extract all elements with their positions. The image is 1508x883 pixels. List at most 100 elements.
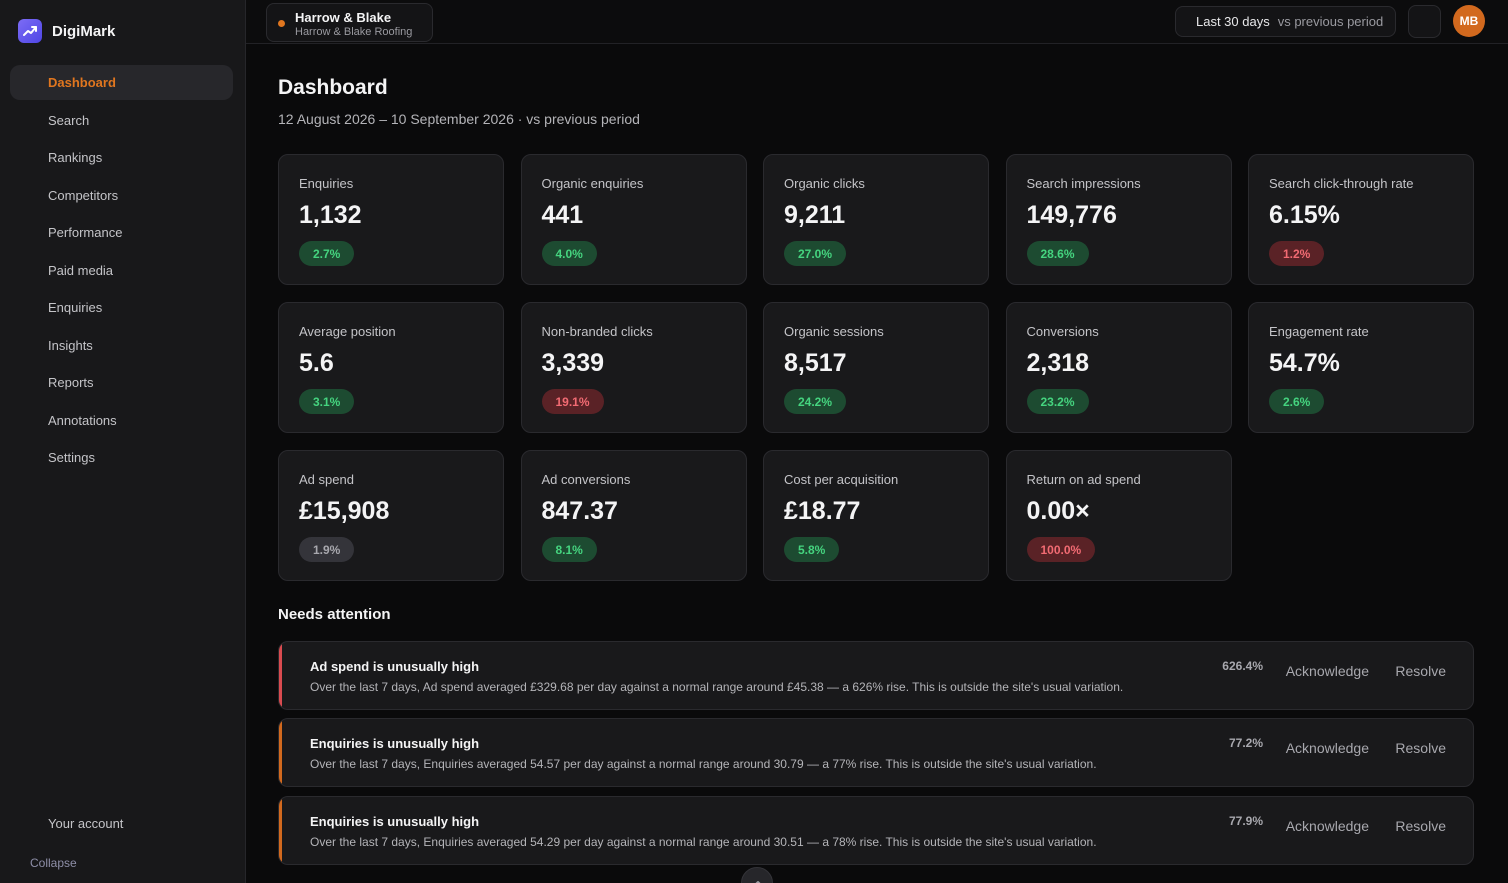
alert-item: Enquiries is unusually high Over the last… — [278, 718, 1474, 787]
kpi-value: 54.7% — [1269, 349, 1340, 377]
change-badge: 3.1% — [299, 389, 355, 414]
kpi-card[interactable]: Organic clicks 9,211 27.0% — [763, 154, 989, 285]
acknowledge-button[interactable]: Acknowledge — [1285, 818, 1369, 834]
sidebar-item-performance[interactable]: Performance — [48, 225, 123, 240]
notifications-button[interactable] — [1408, 5, 1441, 38]
client-name: Harrow & Blake — [295, 10, 392, 25]
comparison-label: vs previous period — [1277, 14, 1384, 29]
sidebar-item-insights[interactable]: Insights — [48, 337, 93, 353]
kpi-card[interactable]: Non-branded clicks 3,339 19.1% — [520, 302, 747, 433]
change-badge: 2.6% — [1269, 389, 1325, 414]
kpi-card[interactable]: Engagement rate 54.7% 2.6% — [1248, 302, 1474, 433]
brand-name: DigiMark — [52, 22, 116, 40]
kpi-value: 1,132 — [299, 201, 362, 229]
kpi-card[interactable]: Organic enquiries 441 4.0% — [520, 154, 747, 285]
brand[interactable]: DigiMark — [18, 19, 115, 43]
alert-description: Over the last 7 days, Enquiries averaged… — [310, 835, 1097, 849]
kpi-value: 441 — [541, 201, 584, 229]
kpi-label: Ad conversions — [541, 472, 631, 487]
change-badge: 24.2% — [784, 389, 847, 414]
kpi-card[interactable]: Conversions 2,318 23.2% — [1005, 302, 1232, 433]
date-range-selector[interactable]: Last 30 days vs previous period — [1175, 6, 1396, 37]
change-badge: 23.2% — [1026, 389, 1089, 414]
change-badge: 27.0% — [784, 241, 847, 266]
sidebar-item-annotations[interactable]: Annotations — [48, 412, 117, 428]
kpi-label: Search click-through rate — [1269, 176, 1414, 191]
change-badge: 28.6% — [1026, 241, 1089, 266]
kpi-label: Average position — [299, 324, 396, 339]
change-badge: 19.1% — [541, 389, 604, 414]
alert-percentage: 77.9% — [1228, 814, 1263, 828]
change-badge: 8.1% — [541, 537, 597, 562]
kpi-label: Organic enquiries — [541, 176, 644, 191]
kpi-card[interactable]: Ad conversions 847.37 8.1% — [520, 450, 747, 581]
kpi-value: 8,517 — [784, 349, 847, 377]
kpi-value: 0.00× — [1026, 497, 1090, 525]
kpi-card[interactable]: Search click-through rate 6.15% 1.2% — [1248, 154, 1474, 285]
alert-description: Over the last 7 days, Enquiries averaged… — [310, 757, 1097, 771]
kpi-label: Enquiries — [299, 176, 354, 191]
kpi-label: Conversions — [1026, 324, 1099, 339]
date-range-label: Last 30 days — [1196, 14, 1270, 29]
kpi-value: £18.77 — [784, 497, 861, 525]
kpi-card[interactable]: Return on ad spend 0.00× 100.0% — [1005, 450, 1232, 581]
resolve-button[interactable]: Resolve — [1395, 663, 1446, 679]
kpi-value: 6.15% — [1269, 201, 1340, 229]
sidebar-item-settings[interactable]: Settings — [48, 450, 95, 465]
kpi-card[interactable]: Search impressions 149,776 28.6% — [1005, 154, 1232, 285]
sidebar: DigiMark Dashboard Search Rankings Compe… — [0, 0, 246, 883]
kpi-label: Ad spend — [299, 472, 354, 487]
severity-indicator — [279, 719, 282, 786]
kpi-value: 9,211 — [784, 201, 846, 229]
kpi-card[interactable]: Average position 5.6 3.1% — [278, 302, 504, 433]
kpi-value: 149,776 — [1026, 201, 1117, 229]
your-account-link[interactable]: Your account — [48, 816, 124, 831]
kpi-label: Non-branded clicks — [541, 324, 653, 339]
acknowledge-button[interactable]: Acknowledge — [1285, 740, 1369, 756]
kpi-value: 5.6 — [299, 349, 334, 377]
main-content: Dashboard 12 August 2026 – 10 September … — [246, 44, 1508, 883]
change-badge: 2.7% — [299, 241, 355, 266]
alert-percentage: 77.2% — [1228, 736, 1263, 750]
kpi-card[interactable]: Ad spend £15,908 1.9% — [278, 450, 504, 581]
alert-description: Over the last 7 days, Ad spend averaged … — [310, 680, 1124, 694]
change-badge: 1.2% — [1269, 241, 1325, 266]
kpi-value: £15,908 — [299, 497, 390, 525]
sidebar-item-dashboard[interactable]: Dashboard — [10, 65, 233, 100]
alert-title: Enquiries is unusually high — [310, 736, 480, 751]
severity-indicator — [279, 797, 282, 864]
sidebar-item-reports[interactable]: Reports — [48, 375, 94, 390]
kpi-label: Cost per acquisition — [784, 472, 899, 487]
kpi-card[interactable]: Cost per acquisition £18.77 5.8% — [763, 450, 989, 581]
sidebar-item-competitors[interactable]: Competitors — [48, 187, 119, 203]
kpi-value: 847.37 — [541, 497, 618, 525]
sidebar-item-search[interactable]: Search — [48, 112, 90, 128]
alert-percentage: 626.4% — [1222, 659, 1263, 673]
client-switcher[interactable]: Harrow & Blake Harrow & Blake Roofing — [266, 3, 433, 42]
chevron-up-icon[interactable] — [741, 867, 773, 883]
status-dot-icon — [278, 20, 285, 27]
resolve-button[interactable]: Resolve — [1395, 818, 1446, 834]
needs-attention-title: Needs attention — [278, 606, 391, 623]
client-subtitle: Harrow & Blake Roofing — [295, 26, 413, 38]
acknowledge-button[interactable]: Acknowledge — [1285, 663, 1369, 679]
kpi-label: Organic clicks — [784, 176, 865, 191]
sidebar-item-enquiries[interactable]: Enquiries — [48, 300, 103, 315]
sidebar-item-paid-media[interactable]: Paid media — [48, 262, 114, 278]
severity-indicator — [279, 642, 282, 709]
page-title: Dashboard — [278, 76, 388, 99]
change-badge: 1.9% — [299, 537, 355, 562]
sidebar-item-rankings[interactable]: Rankings — [48, 150, 103, 165]
alert-title: Enquiries is unusually high — [310, 814, 480, 829]
kpi-label: Search impressions — [1026, 176, 1141, 191]
change-badge: 100.0% — [1026, 537, 1096, 562]
kpi-card[interactable]: Organic sessions 8,517 24.2% — [763, 302, 989, 433]
kpi-label: Return on ad spend — [1026, 472, 1141, 487]
kpi-value: 2,318 — [1026, 349, 1090, 377]
collapse-button[interactable]: Collapse — [30, 856, 77, 870]
kpi-card[interactable]: Enquiries 1,132 2.7% — [278, 154, 504, 285]
kpi-label: Organic sessions — [784, 324, 884, 339]
resolve-button[interactable]: Resolve — [1395, 740, 1446, 756]
avatar[interactable]: MB — [1453, 5, 1485, 37]
alert-item: Ad spend is unusually high Over the last … — [278, 641, 1474, 710]
